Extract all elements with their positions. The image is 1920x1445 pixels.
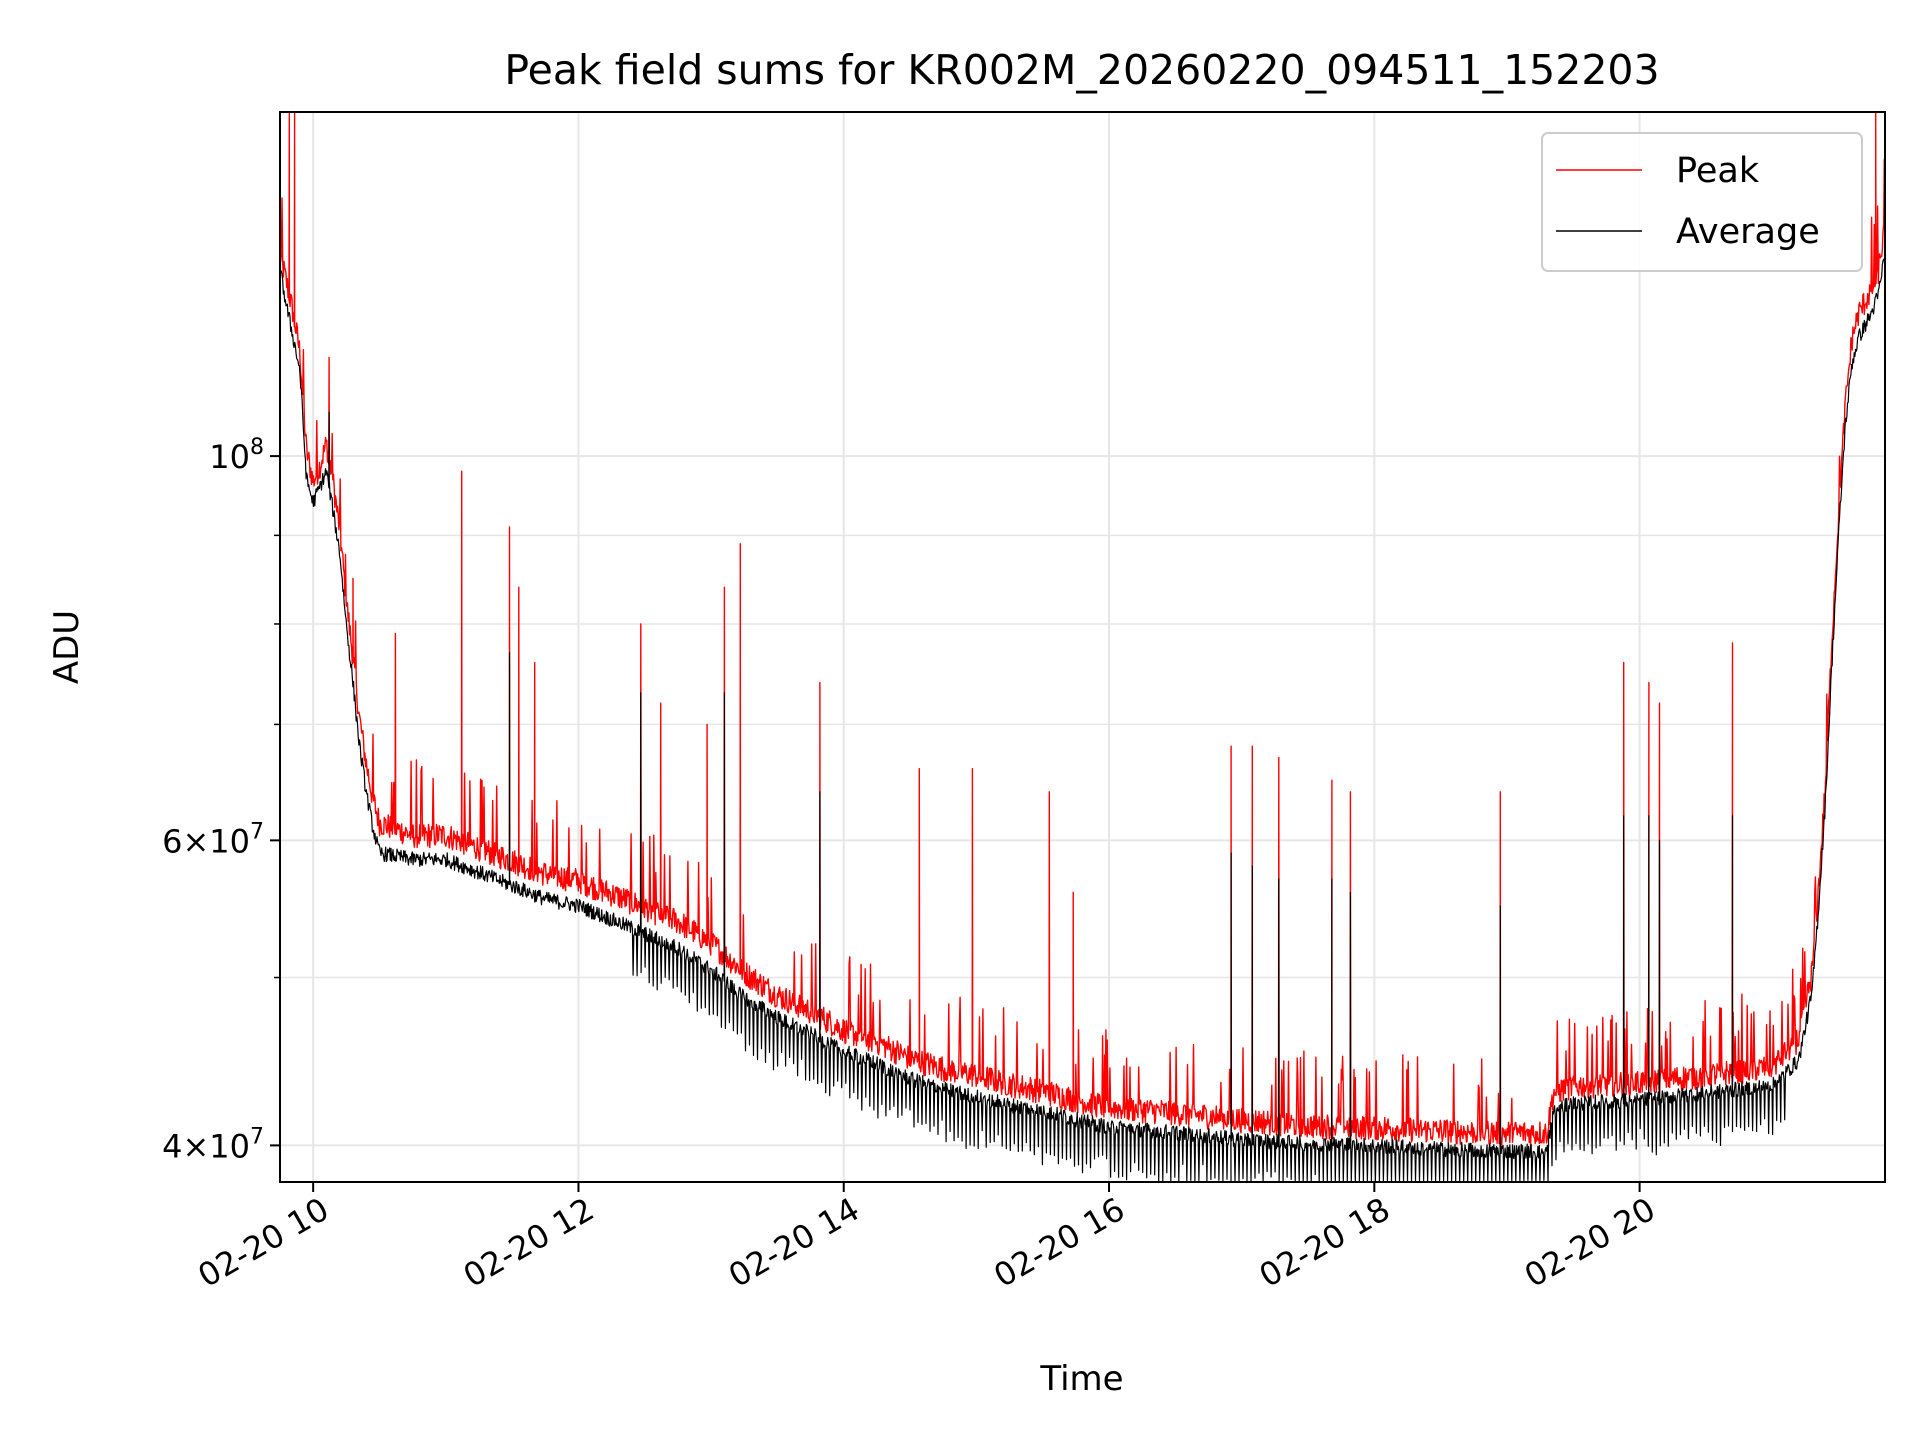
grid-layer	[280, 112, 1885, 1182]
average-series-line	[279, 257, 1886, 1182]
chart-title: Peak field sums for KR002M_20260220_0945…	[504, 46, 1659, 94]
y-tick-label: 4×107	[162, 1124, 264, 1165]
plot-frame	[279, 111, 1886, 1183]
legend-average-label: Average	[1676, 212, 1820, 252]
x-axis-label: Time	[1039, 1359, 1123, 1399]
y-tick-label: 108	[209, 435, 264, 476]
peak-series-line	[279, 112, 1886, 1147]
legend: Peak Average	[1541, 132, 1863, 272]
legend-box	[1541, 132, 1863, 272]
y-tick-label: 6×107	[162, 819, 264, 860]
y-axis-label: ADU	[47, 610, 87, 684]
plot-layer	[279, 112, 1886, 1182]
legend-peak-label: Peak	[1676, 151, 1760, 191]
